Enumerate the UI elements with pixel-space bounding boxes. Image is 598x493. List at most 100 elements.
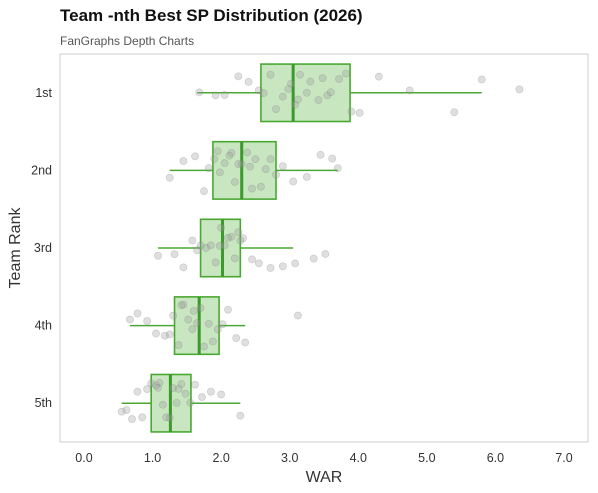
x-axis-title: WAR [306, 469, 343, 486]
data-point [246, 162, 254, 171]
data-point [198, 393, 206, 401]
data-point [154, 383, 162, 392]
data-point [217, 223, 226, 232]
data-point [188, 236, 197, 245]
data-point [177, 380, 186, 388]
data-point [266, 264, 275, 272]
data-point [248, 184, 256, 193]
data-point [209, 337, 217, 346]
x-tick-label: 6.0 [487, 451, 504, 465]
data-point [220, 159, 229, 168]
data-point [200, 342, 208, 351]
data-point [196, 241, 205, 250]
data-point [138, 413, 147, 422]
data-point [165, 330, 174, 339]
data-point [154, 251, 162, 260]
y-tick-label: 2nd [31, 163, 52, 177]
data-point [251, 155, 260, 164]
data-point [220, 241, 229, 250]
iqr-box [260, 63, 351, 123]
data-point [196, 304, 205, 312]
data-point [237, 160, 246, 168]
data-point [272, 105, 280, 113]
data-point [243, 148, 252, 157]
data-point [161, 331, 169, 340]
data-point [213, 325, 222, 334]
data-point [294, 311, 302, 320]
data-point [309, 254, 318, 263]
data-point [236, 411, 245, 420]
data-point [321, 250, 330, 258]
iqr-box [199, 218, 242, 278]
data-point [244, 77, 253, 86]
data-point [147, 379, 156, 388]
data-point [318, 74, 327, 83]
data-point [227, 149, 236, 157]
data-point [165, 173, 174, 182]
data-point [174, 341, 183, 349]
data-point [181, 389, 190, 398]
data-point [152, 381, 160, 390]
x-tick-label: 2.0 [212, 451, 229, 465]
data-point [202, 243, 210, 252]
y-tick-label: 5th [35, 396, 52, 410]
data-point [204, 164, 213, 172]
data-point [302, 88, 311, 97]
chart-title: Team -nth Best SP Distribution (2026) [60, 6, 363, 25]
data-point [193, 319, 202, 327]
data-point [278, 262, 287, 271]
x-tick-label: 3.0 [281, 451, 298, 465]
data-point [294, 95, 302, 104]
data-point [227, 232, 236, 241]
data-point [174, 384, 183, 393]
data-point [254, 86, 263, 95]
data-point [515, 85, 524, 94]
data-point [306, 77, 315, 86]
iqr-box [212, 140, 277, 200]
data-point [191, 152, 199, 161]
data-point [155, 378, 164, 387]
data-point [177, 301, 186, 310]
data-point [314, 96, 323, 105]
data-point [236, 236, 245, 245]
data-point [296, 70, 304, 79]
data-point [254, 259, 263, 268]
data-point [230, 178, 239, 186]
data-point [278, 162, 287, 171]
data-point [162, 413, 171, 422]
data-point [234, 72, 243, 81]
data-point [184, 315, 193, 324]
data-point [193, 246, 202, 255]
data-point [204, 319, 213, 328]
data-point [477, 75, 486, 84]
data-point [165, 413, 174, 422]
data-point [328, 154, 337, 163]
data-point [189, 306, 198, 315]
iqr-box [173, 296, 220, 356]
data-point [172, 399, 181, 407]
data-point [169, 311, 178, 320]
data-point [126, 315, 134, 324]
data-point [287, 79, 295, 88]
data-point [347, 107, 356, 116]
data-point [215, 241, 224, 250]
data-point [133, 387, 142, 396]
data-point [234, 228, 243, 237]
data-point [179, 300, 188, 309]
data-point [224, 305, 232, 314]
data-point [206, 241, 215, 250]
data-point [158, 400, 167, 409]
data-point [326, 88, 335, 97]
y-tick-label: 1st [35, 86, 52, 100]
data-point [195, 88, 204, 97]
data-point [133, 309, 142, 318]
data-point [224, 234, 232, 242]
data-point [284, 85, 293, 93]
y-axis-title: Team Rank [7, 207, 24, 289]
data-point [316, 150, 325, 159]
data-point [450, 108, 459, 117]
data-point [335, 75, 343, 83]
data-point [191, 380, 199, 389]
